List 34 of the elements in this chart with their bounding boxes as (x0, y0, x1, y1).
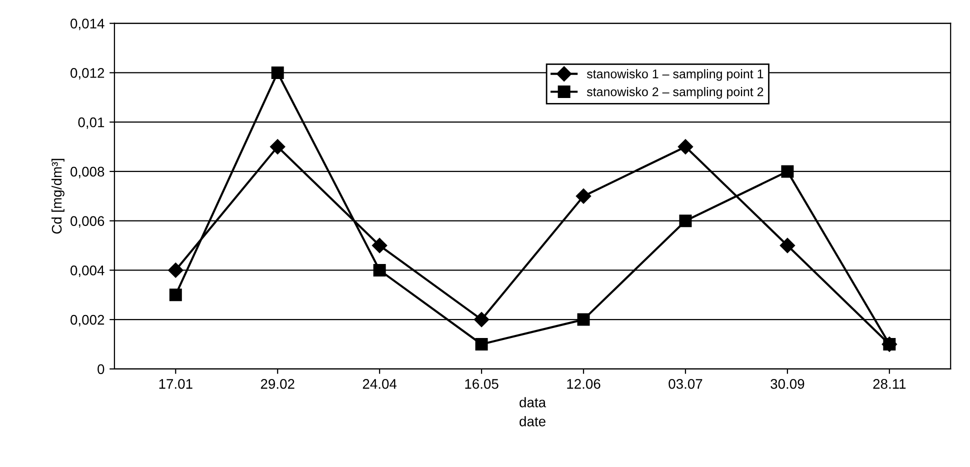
x-tick-label: 30.09 (770, 379, 804, 389)
point (373, 264, 386, 276)
y-tick-label: 0,014 (70, 18, 104, 30)
y-tick-label: 0,012 (70, 68, 104, 80)
point (576, 188, 592, 204)
y-tick-label: 0 (98, 364, 104, 374)
legend-label: stanowisko 1 – sampling point 1 (586, 69, 764, 81)
point (679, 214, 692, 228)
point (475, 338, 488, 350)
y-tick-label: 0,002 (70, 314, 104, 326)
x-tick-label: 24.04 (362, 379, 397, 389)
x-tick-label: 29.02 (260, 379, 294, 389)
point (474, 312, 490, 328)
x-tick-label: 12.06 (567, 379, 600, 389)
legend-label: stanowisko 2 – sampling point 2 (586, 87, 764, 99)
x-tick-label: 28.11 (873, 379, 906, 389)
y-tick-label: 0,008 (70, 166, 104, 178)
y-tick-label: 0,004 (70, 266, 104, 278)
point (577, 313, 590, 326)
point (781, 165, 794, 178)
point (168, 262, 184, 278)
point (270, 139, 286, 154)
x-axis-title: data date (520, 397, 546, 426)
y-tick-label: 0,006 (70, 216, 104, 228)
x-tick-label: 03.07 (668, 379, 702, 389)
point (780, 238, 796, 254)
point (678, 139, 694, 154)
y-axis-title: Cd [mg/dm³] (51, 158, 64, 234)
y-tick-label: 0,01 (78, 117, 104, 129)
point (169, 288, 182, 302)
x-tick-label: 16.05 (465, 379, 498, 389)
point (271, 66, 284, 79)
point (372, 238, 388, 254)
x-tick-label: 17.01 (159, 379, 192, 389)
